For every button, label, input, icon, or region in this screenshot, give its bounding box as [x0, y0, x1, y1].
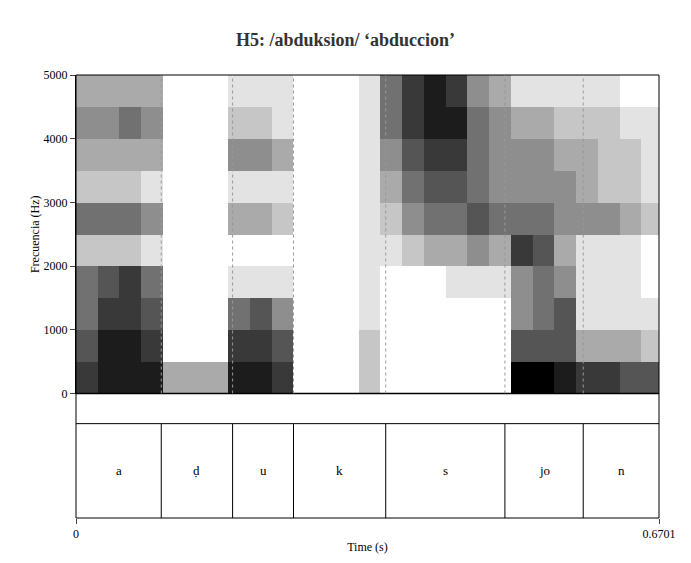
- svg-text:k: k: [336, 463, 343, 478]
- svg-text:Time (s): Time (s): [347, 540, 388, 554]
- svg-text:ḍ: ḍ: [193, 463, 200, 478]
- svg-text:u: u: [260, 463, 267, 478]
- svg-text:s: s: [443, 463, 448, 478]
- svg-text:4000: 4000: [44, 132, 68, 146]
- svg-text:0.6701: 0.6701: [643, 527, 676, 541]
- svg-text:jo: jo: [539, 463, 550, 478]
- svg-text:2000: 2000: [44, 259, 68, 273]
- svg-text:n: n: [618, 463, 625, 478]
- svg-text:3000: 3000: [44, 196, 68, 210]
- svg-text:5000: 5000: [44, 68, 68, 82]
- svg-text:Frecuencia (Hz): Frecuencia (Hz): [28, 195, 42, 273]
- svg-text:0: 0: [62, 387, 68, 401]
- svg-text:H5: /abduksion/ ‘abduccion’: H5: /abduksion/ ‘abduccion’: [236, 30, 455, 50]
- svg-text:0: 0: [73, 527, 79, 541]
- svg-text:1000: 1000: [44, 323, 68, 337]
- svg-text:a: a: [116, 463, 122, 478]
